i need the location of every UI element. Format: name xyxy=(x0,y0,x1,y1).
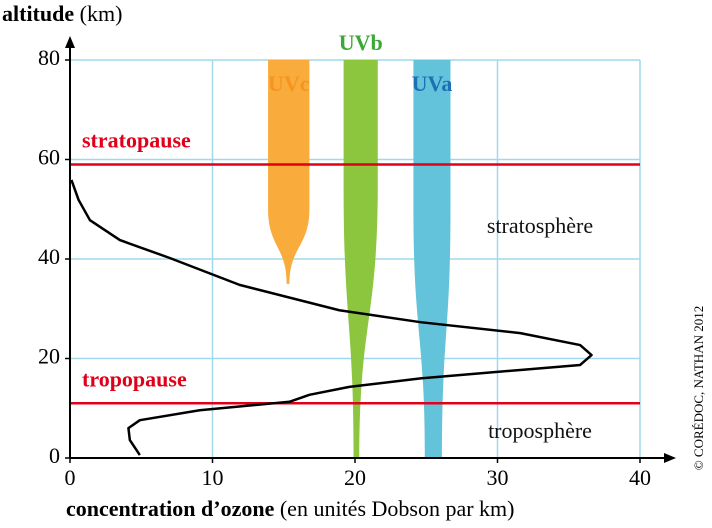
uv-band xyxy=(413,60,451,458)
region-label: stratosphère xyxy=(487,213,593,238)
ozone-curve xyxy=(70,179,593,456)
y-axis-label-unit: (km) xyxy=(80,1,123,26)
x-tick-label: 20 xyxy=(344,465,366,490)
uv-band xyxy=(343,60,378,458)
band-label: UVb xyxy=(339,30,383,55)
x-axis-label-bold: concentration d’ozone xyxy=(66,496,275,521)
x-axis-label: concentration d’ozone (en unités Dobson … xyxy=(66,496,514,521)
band-label: UVa xyxy=(412,71,453,96)
y-axis-label: altitude (km) xyxy=(2,1,122,26)
x-tick-label: 0 xyxy=(65,465,76,490)
y-tick-label: 20 xyxy=(38,344,60,369)
y-axis-arrow xyxy=(65,36,75,48)
y-tick-label: 80 xyxy=(38,45,60,70)
y-axis-label-bold: altitude xyxy=(2,1,74,26)
region-label: troposphère xyxy=(488,418,592,443)
band-label: UVc xyxy=(268,71,310,96)
boundary-label: stratopause xyxy=(82,128,191,153)
boundary-label: tropopause xyxy=(82,366,187,391)
x-axis-label-unit: (en unités Dobson par km) xyxy=(280,496,515,521)
x-tick-label: 40 xyxy=(629,465,651,490)
x-tick-label: 10 xyxy=(202,465,224,490)
y-tick-label: 40 xyxy=(38,244,60,269)
x-axis-arrow xyxy=(664,453,676,463)
uv-band xyxy=(268,60,310,284)
credit: © CORÉDOC, NATHAN 2012 xyxy=(691,306,706,470)
y-tick-label: 0 xyxy=(49,443,60,468)
y-tick-label: 60 xyxy=(38,145,60,170)
x-tick-label: 30 xyxy=(487,465,509,490)
